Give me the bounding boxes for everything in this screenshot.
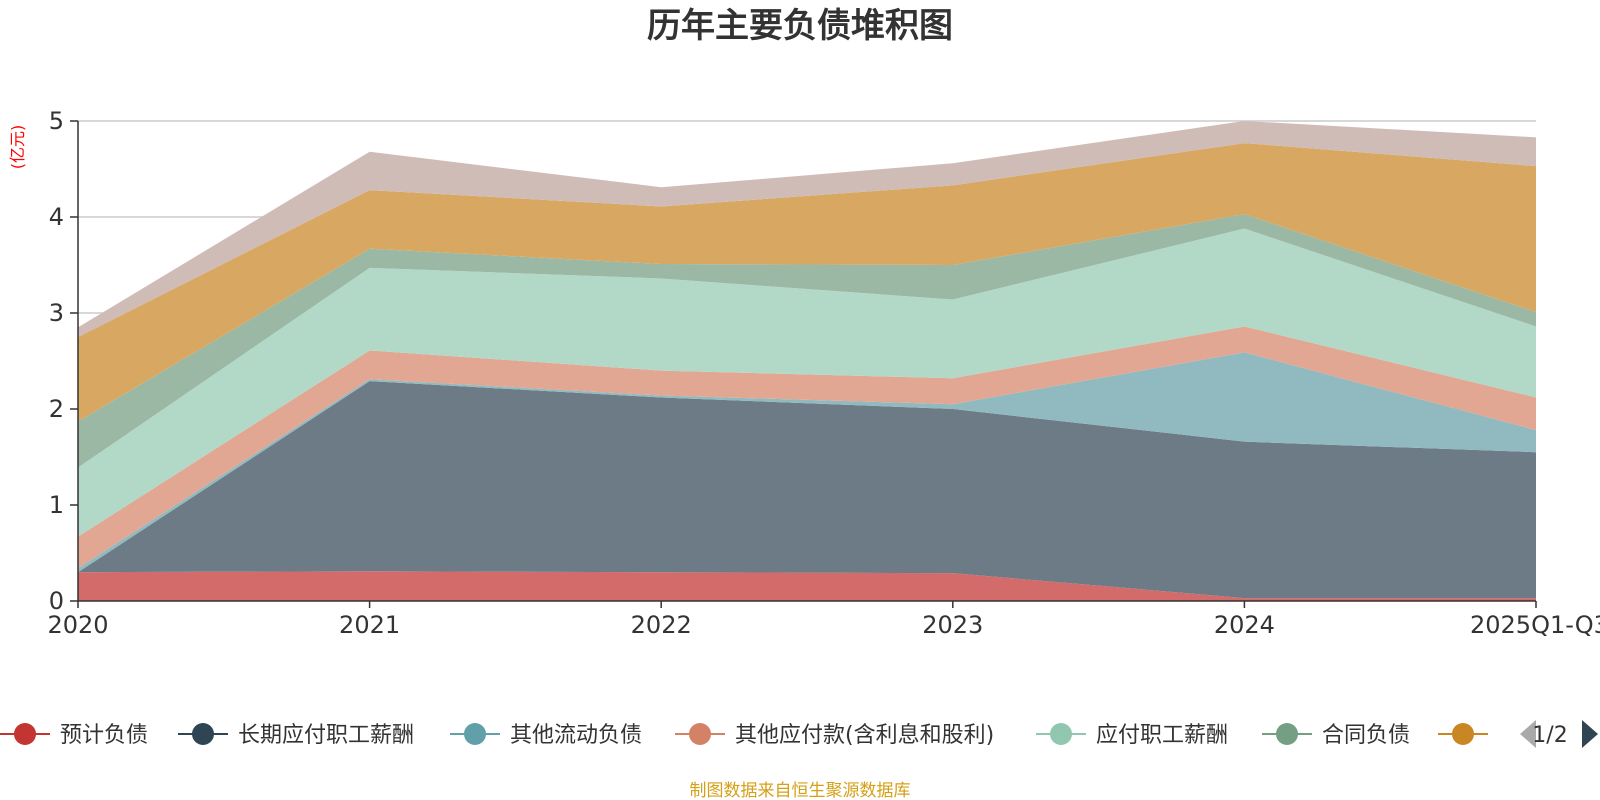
legend-marker [1452,723,1474,745]
area-series-2 [78,381,1536,599]
x-tick-label: 2021 [339,611,400,639]
area-layer [78,121,1536,601]
legend-item: 合同负债 [1262,723,1410,748]
legend-item: 其他流动负债 [450,723,642,748]
legend-item [1438,723,1488,745]
legend-marker [1276,723,1298,745]
legend-marker [689,723,711,745]
legend-marker [192,723,214,745]
area-series-7 [78,143,1536,422]
x-tick-label: 2024 [1214,611,1275,639]
y-tick-label: 0 [49,587,64,615]
legend-label: 其他流动负债 [510,723,642,748]
legend-item: 预计负债 [0,723,148,748]
area-series-8 [78,121,1536,337]
x-tick-label: 2025Q1-Q3 [1470,611,1600,639]
legend-item: 其他应付款(含利息和股利) [675,723,994,748]
x-tick-label: 2023 [922,611,983,639]
y-tick-label: 1 [49,491,64,519]
area-series-3 [78,352,1536,573]
legend-label: 其他应付款(含利息和股利) [735,723,994,748]
legend-prev-icon[interactable] [1520,720,1536,748]
legend-item: 应付职工薪酬 [1036,723,1228,748]
legend-marker [14,723,36,745]
legend-label: 应付职工薪酬 [1096,723,1228,748]
y-tick-label: 5 [49,107,64,135]
legend-page-indicator: 1/2 [1532,723,1567,748]
y-tick-label: 3 [49,299,64,327]
legend-next-icon[interactable] [1582,720,1598,748]
legend-marker [464,723,486,745]
area-series-6 [78,214,1536,468]
y-tick-label: 4 [49,203,64,231]
legend-label: 长期应付职工薪酬 [238,723,414,748]
legend-label: 预计负债 [60,723,148,748]
area-series-4 [78,326,1536,569]
y-axis-label: (亿元) [8,125,27,170]
legend-label: 合同负债 [1322,723,1410,748]
legend-item: 长期应付职工薪酬 [178,723,414,748]
chart-title: 历年主要负债堆积图 [647,6,953,46]
legend-marker [1050,723,1072,745]
area-series-1 [78,571,1536,601]
area-series-5 [78,228,1536,537]
x-tick-label: 2022 [631,611,692,639]
legend: 预计负债 长期应付职工薪酬 其他流动负债 其他应付款(含利息和股利) 应付职工薪酬 合同负… [0,720,1598,748]
x-tick-label: 2020 [47,611,108,639]
y-tick-label: 2 [49,395,64,423]
axis-layer: 0 1 2 3 4 5 2020 2021 2022 2023 2024 2025Q1-Q3 [47,107,1600,639]
source-note: 制图数据来自恒生聚源数据库 [690,781,911,800]
